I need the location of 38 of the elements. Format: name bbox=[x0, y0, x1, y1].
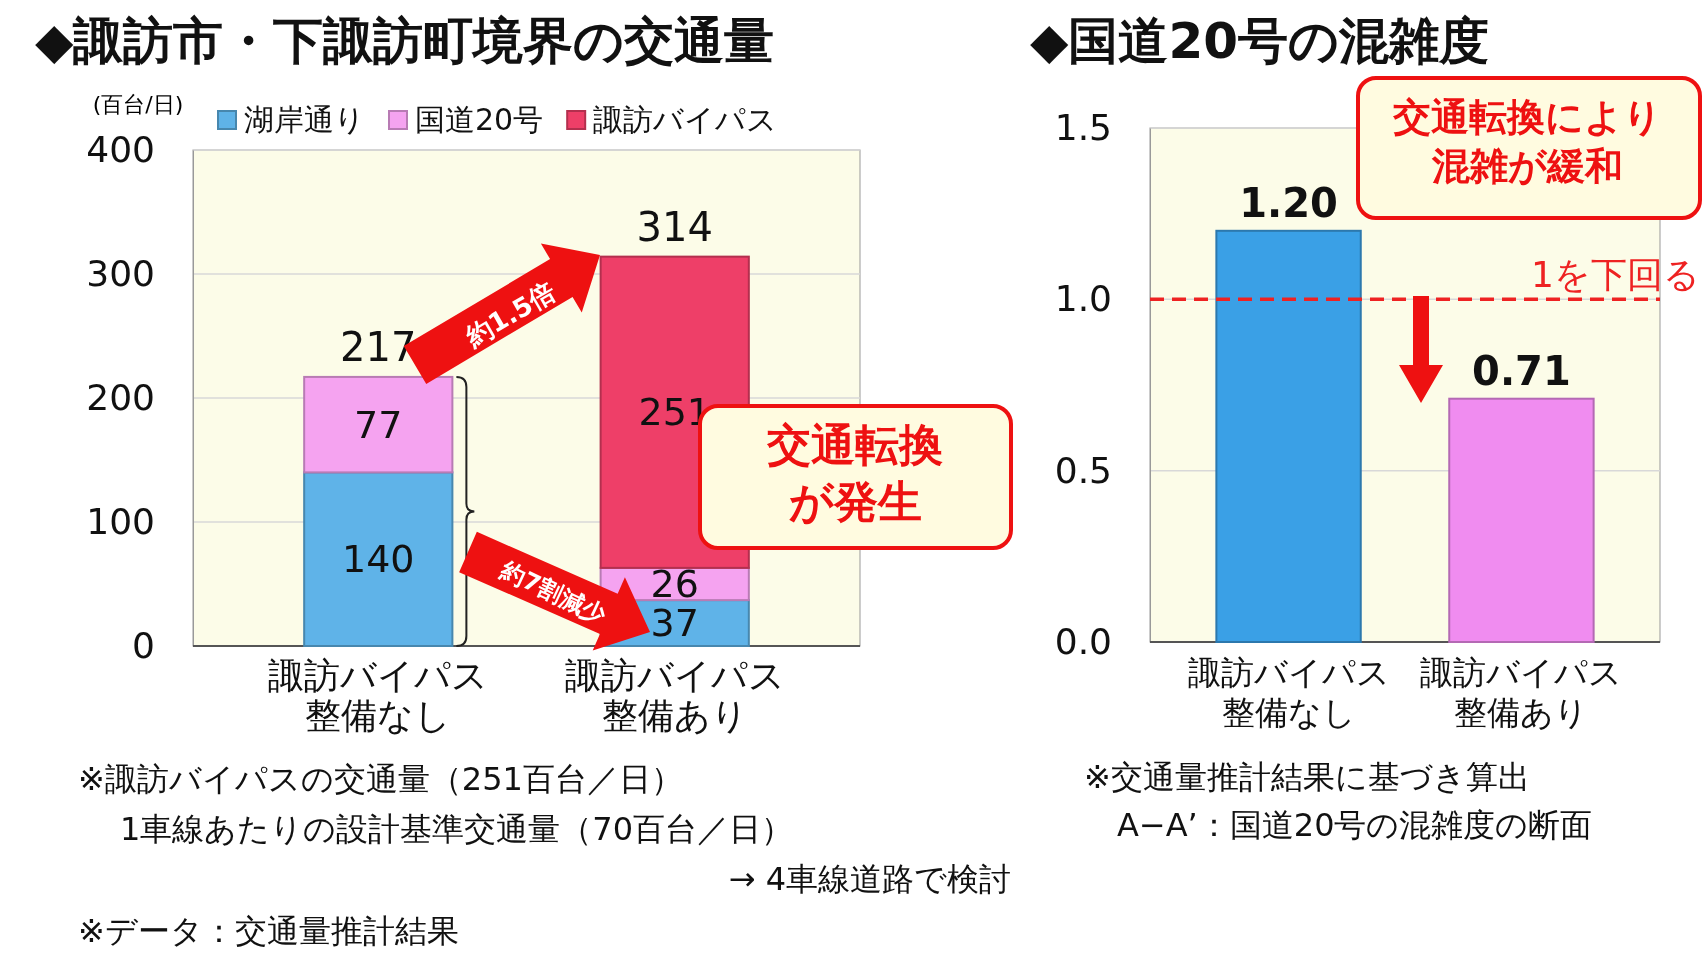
legend-label: 湖岸通り bbox=[244, 102, 365, 137]
y-tick-label: 1.5 bbox=[1054, 107, 1112, 149]
y-tick-label: 200 bbox=[86, 377, 155, 419]
x-tick-label: 諏訪バイパス整備あり bbox=[1420, 653, 1623, 732]
y-tick-label: 0.0 bbox=[1054, 621, 1112, 663]
text: A−A’：国道20号の混雑度の断面 bbox=[1117, 806, 1593, 844]
y-tick-label: 0 bbox=[132, 625, 155, 667]
total-label: 314 bbox=[636, 203, 713, 250]
y-tick-label: 300 bbox=[86, 253, 155, 295]
text: ※諏訪バイパスの交通量（251百台／日） bbox=[78, 760, 683, 798]
data-label: 1.20 bbox=[1239, 179, 1338, 226]
annotation: 交通転換により混雑が緩和 bbox=[1391, 95, 1662, 189]
y-axis-title: (百台/日) bbox=[92, 92, 184, 117]
chart-title: ◆国道20号の混雑度 bbox=[1030, 12, 1490, 70]
data-label: 77 bbox=[354, 402, 403, 447]
bar bbox=[303, 375, 454, 474]
x-tick-label: 諏訪バイパス整備なし bbox=[268, 655, 489, 736]
text: ※データ：交通量推計結果 bbox=[78, 912, 459, 950]
annotation: 交通転換が発生 bbox=[766, 419, 943, 528]
y-tick-label: 400 bbox=[86, 129, 155, 171]
data-label: 0.71 bbox=[1472, 347, 1571, 394]
chart-title: ◆諏訪市・下諏訪町境界の交通量 bbox=[35, 12, 775, 70]
data-label: 140 bbox=[342, 537, 415, 582]
annotation: 約1.5倍 bbox=[459, 276, 561, 353]
x-tick-label: 諏訪バイパス整備なし bbox=[1187, 653, 1390, 732]
y-tick-label: 1.0 bbox=[1054, 278, 1112, 320]
bar bbox=[303, 471, 454, 647]
total-label: 217 bbox=[340, 323, 417, 370]
y-tick-label: 100 bbox=[86, 501, 155, 543]
ref-line-label: 1を下回る bbox=[1531, 254, 1700, 296]
legend-label: 諏訪バイパス bbox=[593, 102, 778, 137]
text: 1車線あたりの設計基準交通量（70百台／日） bbox=[120, 810, 794, 848]
x-tick-label: 諏訪バイパス整備あり bbox=[564, 655, 785, 736]
text: ※交通量推計結果に基づき算出 bbox=[1084, 758, 1530, 796]
text: → 4車線道路で検討 bbox=[728, 860, 1011, 898]
y-tick-label: 0.5 bbox=[1054, 449, 1112, 491]
annotation: 約7割減少 bbox=[495, 555, 612, 630]
legend-label: 国道20号 bbox=[415, 102, 544, 137]
